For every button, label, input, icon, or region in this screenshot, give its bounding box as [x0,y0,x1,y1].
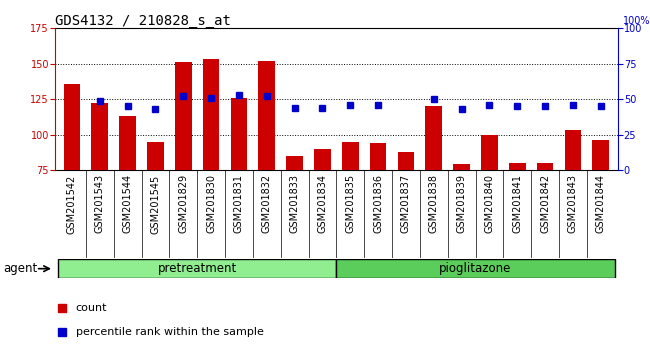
Text: GSM201542: GSM201542 [67,174,77,234]
Text: 100%: 100% [623,16,650,25]
Text: GSM201543: GSM201543 [95,174,105,234]
Text: GSM201844: GSM201844 [596,174,606,233]
Bar [119,116,136,170]
Bar [537,163,554,170]
Bar [58,259,337,278]
Bar [64,84,81,170]
Text: GSM201843: GSM201843 [568,174,578,233]
Text: GSM201832: GSM201832 [262,174,272,234]
Bar [286,156,303,170]
Bar [453,164,470,170]
Text: GSM201835: GSM201835 [345,174,356,234]
Text: GSM201834: GSM201834 [317,174,328,233]
Text: GSM201830: GSM201830 [206,174,216,233]
Text: GSM201829: GSM201829 [178,174,188,234]
Bar [175,62,192,170]
Text: GSM201831: GSM201831 [234,174,244,233]
Text: count: count [75,303,107,313]
Bar [259,61,275,170]
Bar [509,163,526,170]
Bar [481,135,498,170]
Bar [203,59,220,170]
Bar [592,140,609,170]
Bar [398,152,414,170]
Bar [231,98,247,170]
Text: pretreatment: pretreatment [157,262,237,275]
Text: GSM201836: GSM201836 [373,174,383,233]
Text: GSM201841: GSM201841 [512,174,523,233]
Text: GSM201838: GSM201838 [429,174,439,233]
Text: agent: agent [3,262,38,275]
Text: GSM201842: GSM201842 [540,174,550,234]
Bar [147,142,164,170]
Text: percentile rank within the sample: percentile rank within the sample [75,327,264,337]
Text: GDS4132 / 210828_s_at: GDS4132 / 210828_s_at [55,14,231,28]
Bar [314,149,331,170]
Bar [92,103,108,170]
Bar [337,259,615,278]
Text: GSM201839: GSM201839 [457,174,467,233]
Text: GSM201545: GSM201545 [150,174,161,234]
Bar [342,142,359,170]
Text: GSM201833: GSM201833 [290,174,300,233]
Bar [426,106,442,170]
Text: pioglitazone: pioglitazone [439,262,512,275]
Text: GSM201544: GSM201544 [123,174,133,234]
Text: GSM201840: GSM201840 [484,174,495,233]
Bar [370,143,387,170]
Bar [565,130,581,170]
Text: GSM201837: GSM201837 [401,174,411,234]
